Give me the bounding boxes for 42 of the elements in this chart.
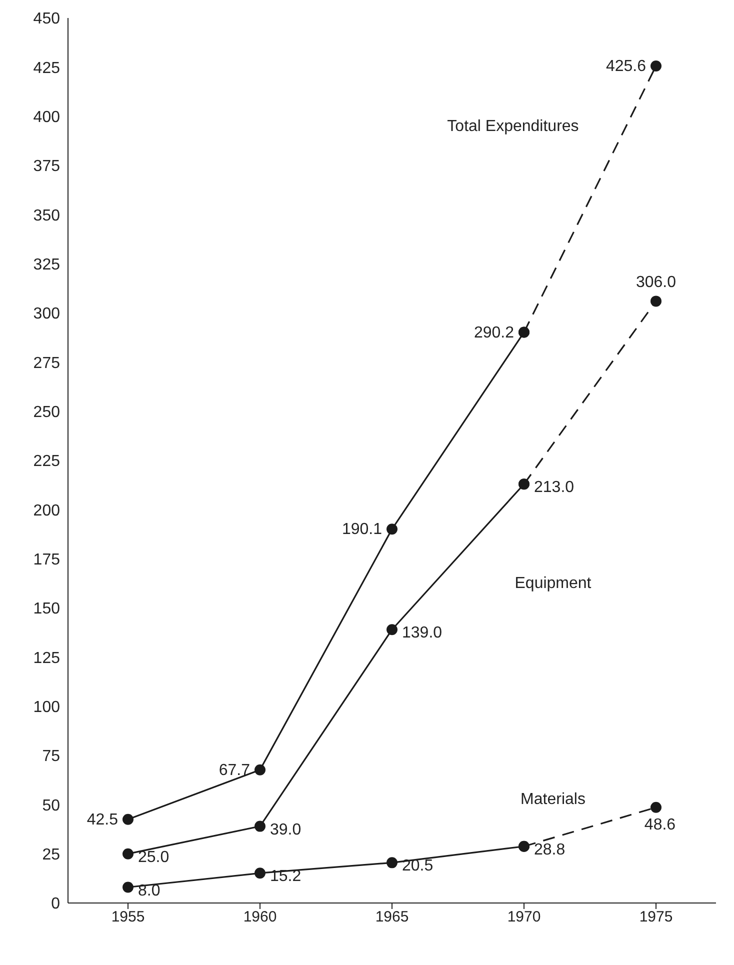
data-label: 8.0	[138, 882, 160, 900]
data-label: 48.6	[644, 816, 676, 834]
y-tick-label: 425	[33, 60, 60, 77]
y-tick-label: 300	[33, 306, 60, 323]
y-tick-label: 375	[33, 158, 60, 176]
data-label: 67.7	[218, 762, 250, 779]
annotation: Equipment	[514, 575, 592, 592]
y-tick-label: 0	[51, 896, 60, 913]
data-label: 190.1	[342, 521, 382, 538]
annotation: Materials	[520, 791, 586, 808]
data-label: 306.0	[636, 274, 676, 292]
x-tick-label: 1965	[375, 908, 409, 926]
data-label: 15.2	[270, 868, 302, 886]
y-tick-label: 400	[33, 109, 60, 126]
data-label: 39.0	[270, 821, 302, 838]
y-tick-label: 150	[33, 600, 60, 618]
y-tick-label: 125	[33, 650, 60, 667]
y-tick-label: 175	[33, 552, 60, 569]
data-label: 42.5	[86, 811, 118, 828]
y-tick-label: 200	[33, 502, 60, 520]
annotation: Total Expenditures	[447, 118, 579, 135]
data-label: 139.0	[402, 624, 442, 642]
y-tick-label: 100	[33, 699, 60, 716]
y-tick-label: 450	[33, 10, 60, 28]
x-tick-label: 1970	[507, 908, 541, 926]
y-tick-label: 350	[33, 207, 60, 224]
x-tick-label: 1960	[243, 908, 277, 926]
x-tick-label: 1975	[639, 908, 673, 926]
data-label: 290.2	[474, 324, 514, 342]
y-tick-label: 325	[33, 256, 60, 274]
data-label: 25.0	[138, 848, 170, 866]
y-tick-label: 25	[42, 846, 60, 864]
data-label: 20.5	[402, 858, 434, 875]
y-tick-label: 275	[33, 354, 60, 372]
data-label: 28.8	[534, 841, 566, 858]
y-tick-label: 250	[33, 404, 60, 422]
data-label: 213.0	[534, 479, 574, 496]
data-label: 425.6	[606, 58, 646, 75]
x-tick-label: 1955	[111, 908, 145, 926]
y-tick-label: 225	[33, 453, 60, 470]
y-tick-label: 50	[42, 797, 60, 814]
y-tick-label: 75	[42, 748, 60, 766]
